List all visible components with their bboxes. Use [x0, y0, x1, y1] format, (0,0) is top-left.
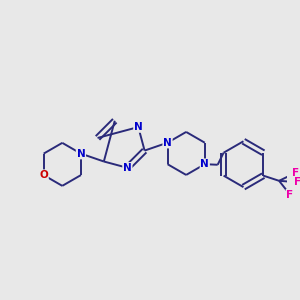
Text: N: N — [123, 163, 132, 173]
Text: N: N — [200, 159, 209, 169]
Text: F: F — [292, 168, 299, 178]
Text: O: O — [39, 170, 48, 180]
Text: F: F — [286, 190, 293, 200]
Text: N: N — [163, 138, 172, 148]
Text: N: N — [134, 122, 143, 132]
Text: N: N — [76, 148, 85, 159]
Text: F: F — [294, 177, 300, 187]
